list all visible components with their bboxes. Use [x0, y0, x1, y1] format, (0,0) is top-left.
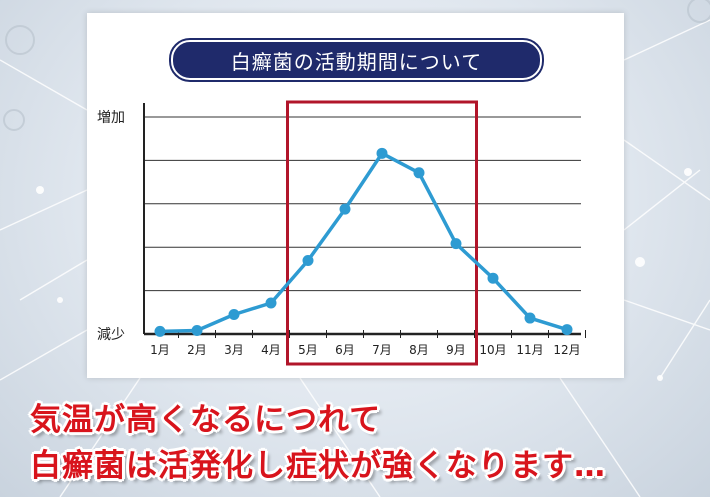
- y-tick-label-top: 増加: [97, 110, 125, 126]
- x-tick-label: 1月: [150, 343, 170, 357]
- data-point: [524, 312, 536, 324]
- x-tick-label: 9月: [446, 343, 466, 357]
- data-point: [228, 309, 240, 321]
- x-tick-label: 6月: [335, 343, 355, 357]
- caption-line-2: 白癬菌は活発化し症状が強くなります…: [30, 448, 606, 484]
- highlight-box: [286, 100, 478, 366]
- data-point: [339, 203, 351, 215]
- x-tick-label: 4月: [261, 343, 281, 357]
- data-point: [191, 324, 203, 336]
- caption-line-1: 気温が高くなるにつれて: [30, 402, 382, 438]
- chart-title: 白癬菌の活動期間について: [169, 38, 544, 82]
- data-point: [376, 147, 388, 159]
- x-tick-label: 5月: [298, 343, 318, 357]
- x-tick-label: 2月: [187, 343, 207, 357]
- x-tick-label: 11月: [516, 343, 543, 357]
- data-point: [450, 238, 462, 250]
- data-point: [487, 272, 499, 284]
- y-tick-label-bottom: 減少: [97, 326, 125, 343]
- series-line: [159, 151, 568, 334]
- data-point: [561, 324, 573, 336]
- x-tick-label: 3月: [224, 343, 244, 357]
- data-point: [302, 254, 314, 266]
- data-point: [265, 297, 277, 309]
- chart-card: 白癬菌の活動期間について 増加減少 1月 2月 3月 4月 5月 6月 7月 8月 9月 10月 11…: [87, 13, 624, 378]
- x-tick-label: 10月: [479, 343, 506, 357]
- x-tick-label: 7月: [372, 343, 392, 357]
- x-tick-label: 8月: [409, 343, 429, 357]
- x-tick-label: 12月: [553, 343, 580, 357]
- data-point: [154, 325, 166, 337]
- data-point: [413, 167, 425, 179]
